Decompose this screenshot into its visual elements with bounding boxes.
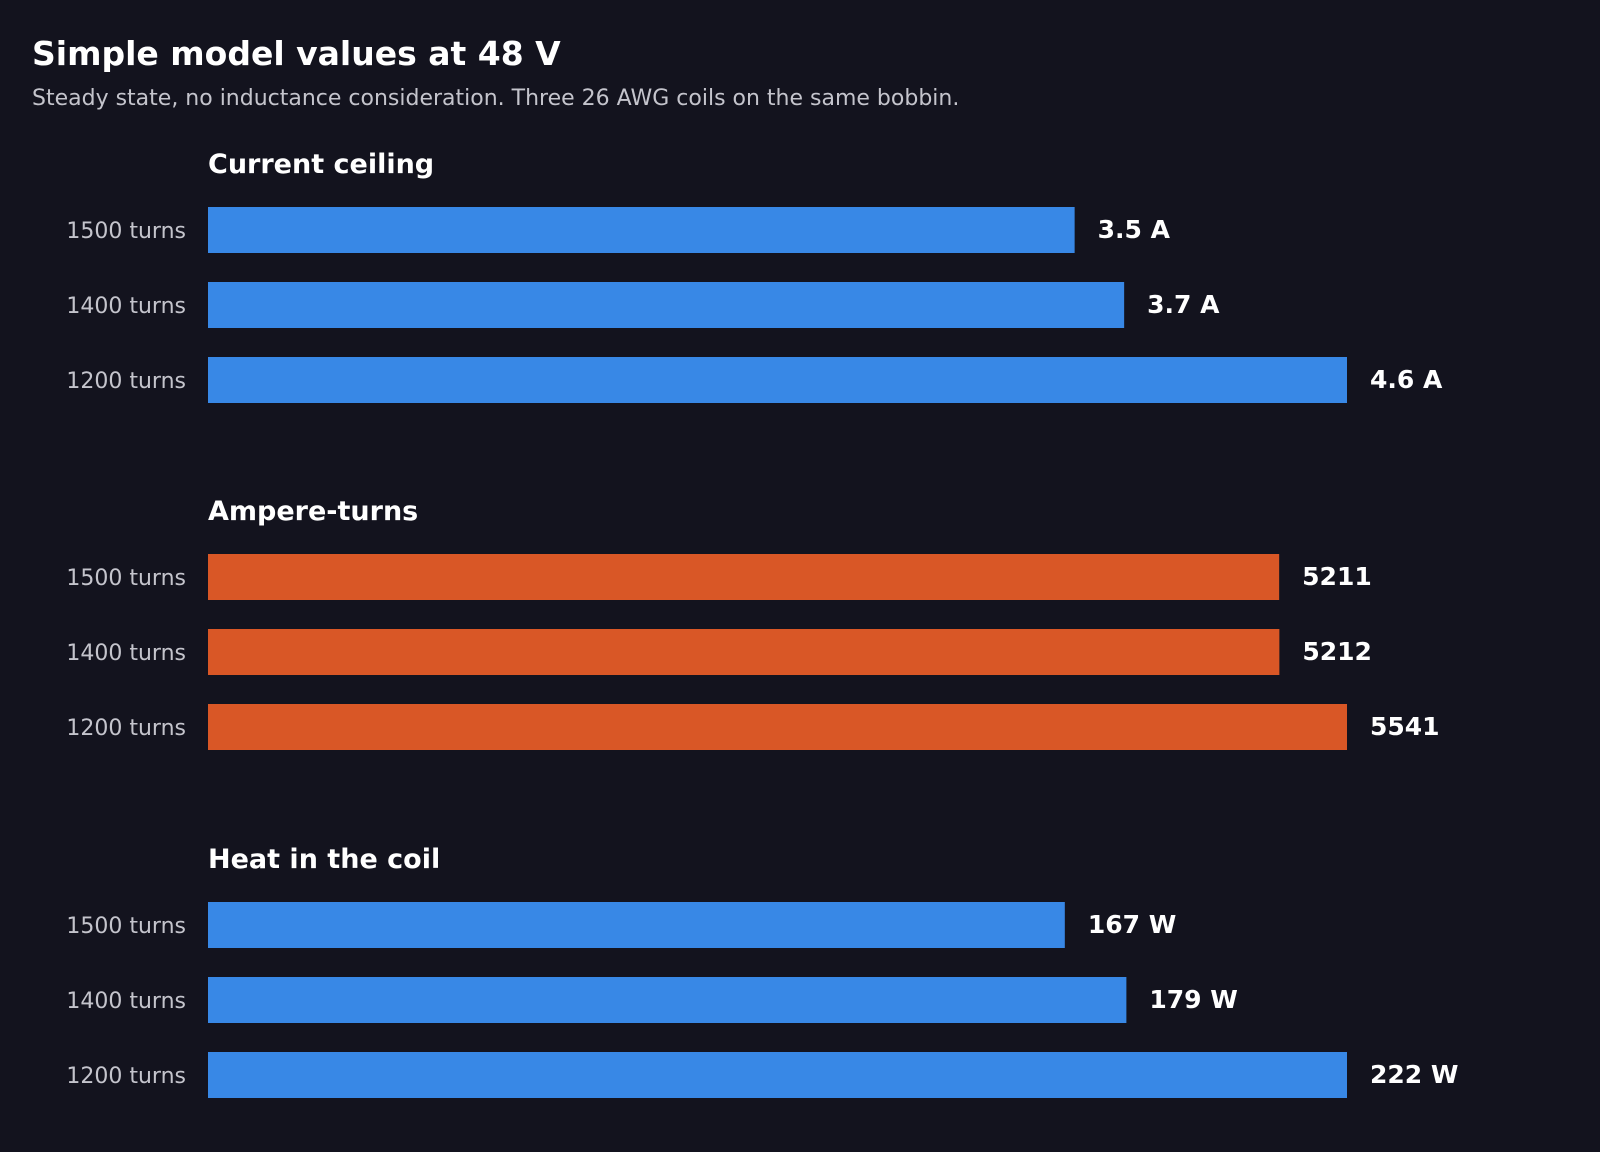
bar — [208, 554, 1280, 600]
category-label: 1500 turns — [66, 566, 186, 591]
bar — [208, 704, 1347, 750]
bar — [208, 902, 1065, 948]
category-label: 1200 turns — [66, 369, 186, 394]
value-label: 222 W — [1370, 1060, 1458, 1089]
value-label: 5211 — [1302, 562, 1372, 591]
value-label: 4.6 A — [1370, 365, 1443, 394]
panel-title: Heat in the coil — [208, 844, 440, 875]
bar — [208, 282, 1125, 328]
category-label: 1500 turns — [66, 219, 186, 244]
chart-panel-2: Ampere-turns 1500 turns 5211 1400 turns 5212… — [66, 496, 1440, 750]
category-label: 1400 turns — [66, 989, 186, 1014]
category-label: 1200 turns — [66, 1064, 186, 1089]
category-label: 1400 turns — [66, 641, 186, 666]
value-label: 3.5 A — [1098, 215, 1171, 244]
value-label: 5212 — [1302, 637, 1372, 666]
bar — [208, 207, 1075, 253]
panel-title: Ampere-turns — [208, 496, 418, 527]
bar — [208, 357, 1347, 403]
category-label: 1200 turns — [66, 716, 186, 741]
bar — [208, 977, 1127, 1023]
chart-panel-1: Current ceiling 1500 turns 3.5 A 1400 turns… — [66, 149, 1443, 403]
category-label: 1500 turns — [66, 914, 186, 939]
value-label: 5541 — [1370, 712, 1440, 741]
value-label: 179 W — [1149, 985, 1237, 1014]
page-subtitle: Steady state, no inductance consideratio… — [32, 86, 960, 111]
chart-panel-3: Heat in the coil 1500 turns 167 W 1400 turn… — [66, 844, 1458, 1098]
bar — [208, 629, 1280, 675]
page-title: Simple model values at 48 V — [32, 34, 561, 73]
category-label: 1400 turns — [66, 294, 186, 319]
value-label: 167 W — [1088, 910, 1176, 939]
value-label: 3.7 A — [1147, 290, 1220, 319]
bar — [208, 1052, 1347, 1098]
panel-title: Current ceiling — [208, 149, 434, 180]
